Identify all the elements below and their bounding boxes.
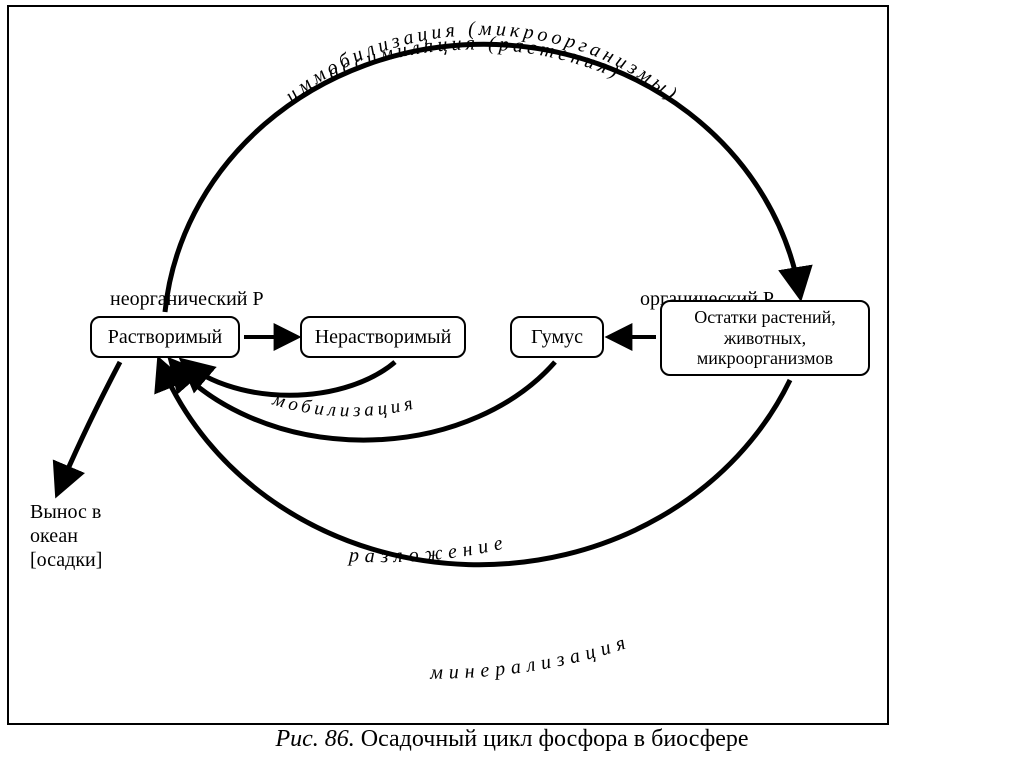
edge-assimilation: [165, 44, 800, 312]
node-insoluble: Нерастворимый: [300, 316, 466, 358]
node-insoluble-label: Нерастворимый: [315, 326, 452, 349]
node-soluble-label: Растворимый: [108, 326, 222, 349]
label-ocean-line1: Вынос в: [30, 500, 102, 524]
figure-number: Рис. 86.: [275, 726, 354, 752]
node-remains: Остатки растений, животных, микроорганиз…: [660, 300, 870, 376]
node-soluble: Растворимый: [90, 316, 240, 358]
diagram-canvas: ассимиляция (растения) иммобилизация (ми…: [0, 0, 1024, 768]
edge-ocean-outflow: [58, 362, 120, 492]
diagram-svg: ассимиляция (растения) иммобилизация (ми…: [0, 0, 1024, 768]
label-mobilization: мобилизация: [269, 389, 418, 422]
label-ocean-line3: [осадки]: [30, 548, 102, 572]
label-immobilization: иммобилизация (микроорганизмы): [281, 18, 684, 107]
label-ocean: Вынос в океан [осадки]: [30, 500, 102, 572]
figure-caption-text: Осадочный цикл фосфора в биосфере: [361, 726, 749, 752]
node-humus: Гумус: [510, 316, 604, 358]
label-mineralization: минерализация: [429, 630, 634, 684]
edge-mobilization: [184, 362, 395, 395]
figure-caption: Рис. 86. Осадочный цикл фосфора в биосфе…: [0, 726, 1024, 753]
node-remains-label: Остатки растений, животных, микроорганиз…: [694, 307, 836, 369]
label-decomposition: разложение: [346, 531, 510, 568]
label-ocean-line2: океан: [30, 524, 102, 548]
header-inorganic: неорганический P: [110, 288, 264, 311]
node-humus-label: Гумус: [531, 326, 583, 349]
